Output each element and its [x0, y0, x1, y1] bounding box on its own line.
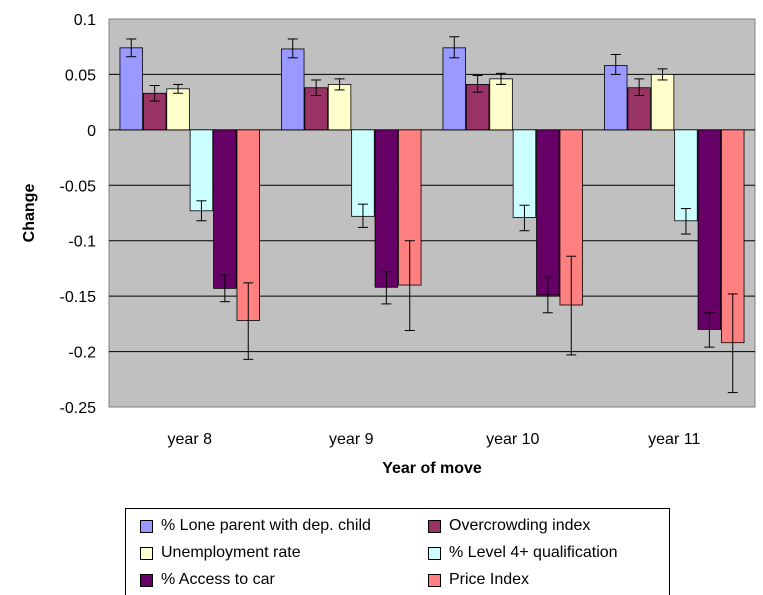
legend-item-lone-parent: % Lone parent with dep. child — [140, 517, 371, 535]
bar — [512, 129, 537, 218]
y-tick-label: -0.2 — [68, 345, 96, 362]
legend-label: % Level 4+ qualification — [449, 544, 618, 561]
legend-item-access-car: % Access to car — [140, 571, 275, 589]
y-tick-label: 0.1 — [74, 12, 96, 29]
legend-label: % Lone parent with dep. child — [161, 517, 371, 534]
bar — [650, 74, 675, 131]
bar — [213, 129, 237, 289]
legend-label: % Access to car — [161, 571, 275, 588]
legend-item-overcrowding: Overcrowding index — [428, 517, 590, 535]
y-axis-title: Change — [21, 184, 38, 243]
x-tick-label: year 11 — [648, 431, 700, 448]
y-tick-label: -0.15 — [60, 289, 97, 306]
bar — [442, 47, 466, 131]
bar — [351, 129, 375, 217]
bars — [119, 47, 745, 344]
y-tick-label: -0.25 — [60, 400, 97, 417]
bar-chart: 0.10.050-0.05-0.1-0.15-0.2-0.25 year 8 ye… — [21, 12, 756, 477]
bar — [166, 88, 190, 131]
legend-swatch — [140, 546, 153, 560]
bar — [536, 129, 560, 296]
legend-item-unemployment: Unemployment rate — [140, 544, 301, 562]
error-bars — [126, 36, 738, 394]
bar — [489, 78, 513, 131]
x-tick-label: year 9 — [329, 431, 374, 448]
bar — [374, 129, 399, 288]
bar — [119, 47, 143, 131]
bar — [674, 129, 698, 222]
bar — [604, 65, 628, 131]
x-tick-labels: year 8 year 9 year 10 year 11 — [168, 431, 701, 448]
legend-item-level4: % Level 4+ qualification — [428, 544, 618, 562]
legend-swatch — [428, 519, 441, 533]
legend-label: Unemployment rate — [161, 544, 301, 561]
y-tick-label: 0 — [87, 123, 96, 140]
bar — [189, 129, 214, 212]
legend-swatch — [140, 573, 153, 587]
legend-label: Price Index — [449, 571, 530, 588]
legend-item-price-index: Price Index — [428, 571, 529, 589]
y-tick-labels: 0.1 0.05 0 -0.05 -0.1 -0.15 -0.2 -0.25 — [60, 12, 97, 417]
x-axis-title: Year of move — [382, 460, 482, 477]
bar — [327, 84, 352, 131]
bar — [281, 48, 305, 131]
y-tick-label: 0.05 — [65, 67, 96, 84]
bar — [697, 129, 722, 330]
legend-swatch — [140, 519, 153, 533]
y-tick-label: -0.1 — [68, 234, 96, 251]
legend-label: Overcrowding index — [449, 517, 591, 534]
y-tick-label: -0.05 — [60, 178, 97, 195]
legend: % Lone parent with dep. child Overcrowdi… — [125, 508, 670, 595]
legend-swatch — [428, 546, 441, 560]
x-tick-label: year 8 — [168, 431, 213, 448]
x-tick-label: year 10 — [486, 431, 539, 448]
legend-swatch — [428, 573, 441, 587]
